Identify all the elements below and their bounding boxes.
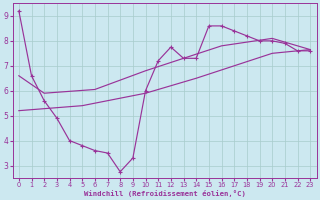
X-axis label: Windchill (Refroidissement éolien,°C): Windchill (Refroidissement éolien,°C) bbox=[84, 190, 245, 197]
